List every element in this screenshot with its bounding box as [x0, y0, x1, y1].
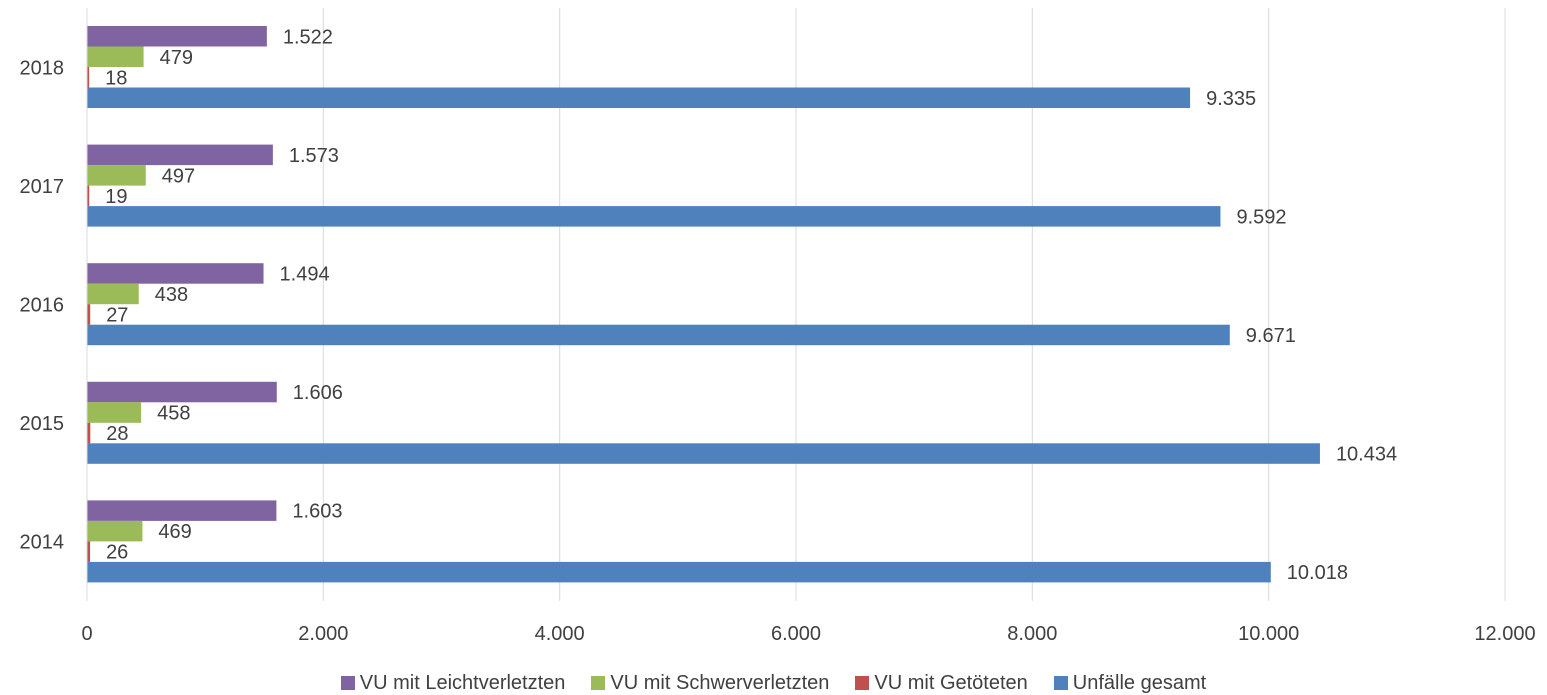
legend-item: Unfälle gesamt — [1053, 671, 1207, 695]
data-label: 1.603 — [292, 501, 342, 523]
legend-swatch — [591, 676, 606, 690]
data-label: 19 — [105, 186, 127, 208]
x-tick-label: 2.000 — [298, 623, 348, 645]
data-labels: 1.603 469 26 10.018 1.606 458 28 10.434 1.494 438… — [105, 26, 1397, 584]
bar — [87, 561, 1271, 583]
data-label: 9.335 — [1206, 88, 1256, 110]
bar — [87, 185, 90, 207]
bar — [87, 144, 273, 166]
data-label: 9.671 — [1246, 325, 1296, 347]
bar — [87, 443, 1320, 464]
x-tick-label: 8.000 — [1007, 623, 1057, 645]
legend-label: VU mit Getöteten — [874, 671, 1028, 694]
data-label: 438 — [155, 284, 188, 306]
bar — [87, 67, 90, 88]
bar — [87, 304, 91, 325]
data-label: 18 — [105, 67, 127, 89]
data-label: 26 — [106, 542, 128, 564]
data-label: 10.434 — [1336, 444, 1397, 466]
data-label: 479 — [160, 47, 193, 69]
data-label: 10.018 — [1287, 562, 1348, 584]
bar — [87, 26, 267, 47]
data-label: 1.606 — [293, 382, 343, 404]
y-tick-label: 2014 — [20, 532, 65, 554]
bar — [87, 324, 1230, 346]
legend-label: VU mit Leichtverletzten — [359, 671, 566, 694]
axes: 0 2.000 4.000 6.000 8.000 10.000 12.000 2014 201… — [20, 8, 1536, 645]
data-label: 469 — [158, 521, 191, 543]
data-label: 497 — [162, 165, 195, 187]
bar-chart: 1.603 469 26 10.018 1.606 458 28 10.434 1.494 438… — [20, 8, 1536, 645]
bars — [87, 26, 1320, 583]
bar — [87, 402, 142, 423]
x-tick-label: 10.000 — [1238, 623, 1299, 645]
y-tick-label: 2015 — [20, 413, 65, 435]
legend-swatch — [855, 676, 870, 690]
x-tick-label: 6.000 — [771, 623, 821, 645]
x-tick-label: 0 — [81, 623, 92, 645]
y-tick-label: 2018 — [20, 57, 65, 79]
y-tick-label: 2016 — [20, 295, 65, 317]
legend-label: VU mit Schwerverletzten — [610, 671, 830, 694]
bar — [87, 520, 143, 542]
bar — [87, 381, 277, 403]
y-tick-label: 2017 — [20, 176, 65, 198]
bar — [87, 500, 277, 521]
data-label: 458 — [157, 403, 190, 425]
data-label: 9.592 — [1236, 206, 1286, 228]
legend-swatch — [1053, 676, 1068, 690]
data-label: 28 — [106, 423, 128, 445]
x-tick-label: 4.000 — [535, 623, 585, 645]
bar — [87, 46, 144, 67]
legend-item: VU mit Schwerverletzten — [591, 672, 829, 695]
bar — [87, 87, 1191, 108]
data-label: 1.522 — [283, 26, 333, 48]
bar — [87, 283, 139, 305]
legend-item: VU mit Getöteten — [855, 671, 1028, 695]
bar — [87, 541, 91, 562]
legend-label: Unfälle gesamt — [1072, 671, 1207, 694]
bar — [87, 422, 91, 444]
bar — [87, 206, 1221, 227]
bar — [87, 263, 264, 284]
legend-swatch — [340, 676, 355, 690]
legend-item: VU mit Leichtverletzten — [340, 671, 566, 695]
bar — [87, 165, 146, 186]
x-tick-label: 12.000 — [1474, 623, 1535, 645]
data-label: 1.494 — [280, 263, 330, 285]
data-label: 1.573 — [289, 145, 339, 167]
legend: VU mit Leichtverletzten VU mit Schwerverl… — [0, 672, 1547, 694]
data-label: 27 — [106, 304, 128, 326]
